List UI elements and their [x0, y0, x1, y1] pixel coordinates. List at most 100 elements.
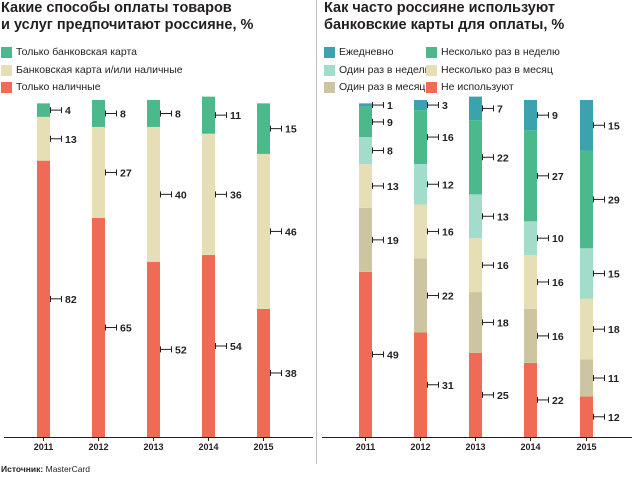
right-chart-data-label: 10: [552, 233, 564, 245]
right-chart-x-tick-label: 2014: [520, 442, 540, 452]
right-chart-bar-segment: [580, 359, 593, 397]
right-chart-data-label: 12: [608, 412, 620, 424]
right-chart-bar-segment: [414, 332, 427, 437]
right-chart-legend-label: Не используют: [441, 81, 514, 93]
right-chart-bar-segment: [359, 271, 372, 437]
left-chart-bar-2014: 54 36 11: [202, 96, 242, 437]
right-chart-title-line-2: банковские карты для оплаты, %: [324, 17, 565, 33]
right-chart-legend-label: Один раз в неделю: [339, 64, 433, 76]
right-chart-legend-swatch: [324, 65, 335, 76]
right-chart-legend-label: Несколько раз в месяц: [441, 64, 553, 76]
right-chart-legend-swatch: [426, 82, 437, 93]
right-chart-bar-segment: [414, 100, 427, 111]
right-chart-data-label: 16: [442, 226, 454, 238]
right-chart-bar-segment: [469, 352, 482, 437]
right-chart-bar-2011: 49 19 13 8 9 1: [359, 100, 399, 437]
left-chart-data-label: 38: [285, 368, 297, 380]
left-chart-bar-segment: [257, 153, 270, 309]
left-chart-title-line-2: и услуг предпочитают россияне, %: [1, 17, 254, 33]
right-chart-data-label: 29: [608, 194, 620, 206]
right-chart-bar-segment: [414, 204, 427, 259]
right-chart-bar-segment: [524, 100, 537, 131]
right-chart-bar-2014: 22 16 16 10 27 9: [524, 100, 564, 437]
right-chart-x-tick-label: 2011: [356, 442, 376, 452]
left-chart-data-label: 52: [175, 344, 187, 356]
left-chart-bar-segment: [147, 126, 160, 262]
right-chart-bar-segment: [580, 248, 593, 299]
left-chart-bar-segment: [92, 100, 105, 127]
left-chart-data-label: 36: [230, 189, 242, 201]
right-chart-bar-segment: [580, 150, 593, 249]
right-chart-x-tick-label: 2012: [410, 442, 430, 452]
left-chart-x-tick-label: 2013: [143, 442, 163, 452]
right-chart-bar-2012: 31 22 16 12 16 3: [414, 100, 454, 437]
right-chart-data-label: 3: [442, 100, 448, 112]
source-label: Источник:: [1, 464, 44, 474]
left-chart-data-label: 8: [175, 108, 181, 120]
right-chart-bar-segment: [469, 96, 482, 121]
right-chart-bar-segment: [414, 258, 427, 333]
right-chart-data-label: 9: [387, 117, 393, 129]
right-chart-bar-2015: 12 11 18 15 29 15: [580, 100, 620, 437]
left-chart-bar-segment: [147, 261, 160, 437]
left-chart-x-tick-label: 2012: [88, 442, 108, 452]
right-chart-data-label: 8: [387, 146, 393, 158]
right-chart-data-label: 13: [497, 211, 509, 223]
left-chart-x-tick-label: 2011: [34, 442, 54, 452]
left-chart-legend-label: Только наличные: [16, 81, 101, 93]
left-chart-bar-2012: 65 27 8: [92, 100, 132, 437]
right-chart-data-label: 18: [497, 317, 509, 329]
left-chart-bar-segment: [257, 308, 270, 437]
right-chart-bar-2013: 25 18 16 13 22 7: [469, 96, 509, 437]
right-chart-data-label: 16: [552, 277, 564, 289]
left-chart-bar-segment: [37, 103, 50, 117]
right-chart-legend-label: Один раз в месяц: [339, 81, 426, 93]
right-chart-data-label: 16: [497, 260, 509, 272]
panel-divider: [316, 0, 317, 464]
right-chart-data-label: 22: [442, 290, 454, 302]
source-name: MasterCard: [45, 464, 91, 474]
right-chart-x-tick-label: 2013: [465, 442, 485, 452]
right-chart-bar-segment: [469, 292, 482, 353]
left-chart-bar-segment: [202, 133, 215, 256]
left-chart-plot: 82 13 4 2011 65 27 8 2012 52 40 8 2013 54 36 11 2014 38 4…: [4, 96, 313, 452]
right-chart-bar-segment: [359, 164, 372, 208]
right-chart-data-label: 31: [442, 380, 454, 392]
right-chart-data-label: 1: [387, 100, 393, 112]
right-chart-data-label: 7: [497, 103, 503, 115]
left-chart-title: Какие способы оплаты товаров и услуг пре…: [1, 0, 253, 34]
right-chart-bar-segment: [359, 106, 372, 138]
right-chart-bar-segment: [414, 110, 427, 165]
right-chart-title: Как часто россияне используют банковские…: [324, 0, 564, 34]
right-chart-data-label: 27: [552, 171, 564, 183]
right-chart-data-label: 22: [552, 395, 564, 407]
left-chart-bar-segment: [92, 126, 105, 218]
left-chart-x-tick-label: 2015: [253, 442, 273, 452]
right-chart-bar-segment: [359, 137, 372, 165]
right-chart-legend-swatch: [426, 65, 437, 76]
right-chart-legend-swatch: [324, 47, 335, 58]
left-chart-legend-label: Банковская карта и/или наличные: [16, 64, 183, 76]
left-chart-bar-segment: [147, 100, 160, 127]
left-chart-bar-segment: [37, 116, 50, 161]
right-chart-bar-segment: [524, 362, 537, 437]
right-chart-data-label: 19: [387, 235, 399, 247]
left-chart-bar-segment: [257, 103, 270, 154]
right-chart-legend-swatch: [324, 82, 335, 93]
left-chart-legend-swatch: [1, 82, 12, 93]
charts-canvas: 8213420116527820125240820135436112014384…: [4, 96, 632, 452]
right-chart-bar-segment: [524, 221, 537, 256]
right-chart-legend-swatch: [426, 47, 437, 58]
right-chart-data-label: 25: [497, 390, 509, 402]
left-chart-bar-segment: [202, 96, 215, 134]
right-chart-bar-segment: [580, 298, 593, 360]
source-note: Источник: MasterCard: [1, 464, 90, 474]
right-chart-bar-segment: [580, 100, 593, 151]
right-chart-bar-segment: [359, 103, 372, 107]
right-chart-data-label: 18: [608, 324, 620, 336]
right-chart-legend-label: Ежедневно: [339, 46, 394, 58]
right-chart-bar-segment: [524, 308, 537, 363]
left-chart-data-label: 8: [120, 108, 126, 120]
left-chart-data-label: 15: [285, 124, 297, 136]
left-chart-data-label: 65: [120, 322, 132, 334]
